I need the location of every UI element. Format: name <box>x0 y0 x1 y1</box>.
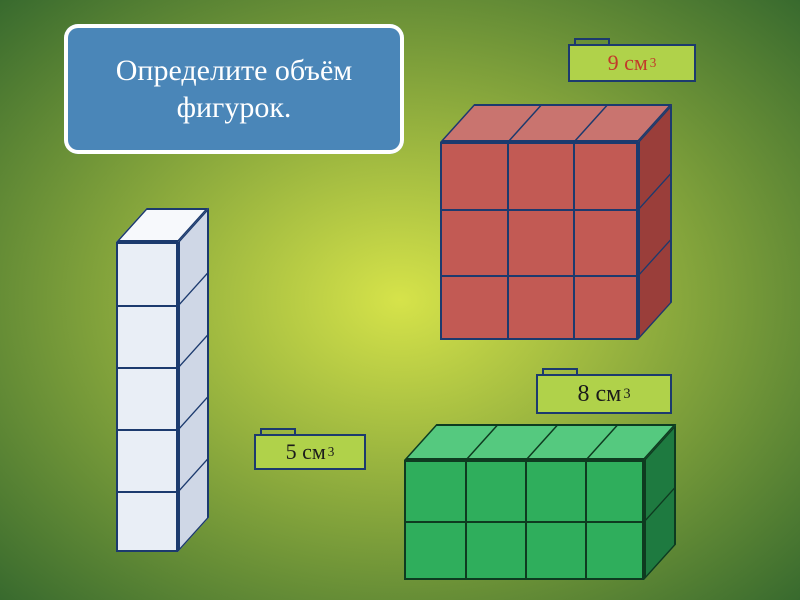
label-5-sup: 3 <box>328 444 335 460</box>
blue-column-side <box>178 208 209 552</box>
green-block-front <box>404 460 644 580</box>
title-box: Определите объём фигурок. <box>64 24 404 154</box>
red-block <box>440 104 672 340</box>
blue-column-front <box>116 242 178 552</box>
blue-column <box>116 208 209 552</box>
red-block-front <box>440 142 638 340</box>
label-8: 8 см3 <box>536 374 672 414</box>
label-9-sup: 3 <box>650 55 657 71</box>
label-9: 9 см3 <box>568 44 696 82</box>
label-5-text: 5 см <box>286 439 326 465</box>
title-text: Определите объём фигурок. <box>64 52 404 127</box>
label-9-text: 9 см <box>608 50 648 76</box>
label-8-text: 8 см <box>577 381 621 408</box>
label-8-sup: 3 <box>623 386 630 403</box>
label-5: 5 см3 <box>254 434 366 470</box>
green-block <box>404 424 676 580</box>
stage: Определите объём фигурок.9 см38 см35 см3 <box>0 0 800 600</box>
red-block-top <box>440 104 672 142</box>
green-block-top <box>404 424 676 460</box>
red-block-side <box>638 104 672 340</box>
